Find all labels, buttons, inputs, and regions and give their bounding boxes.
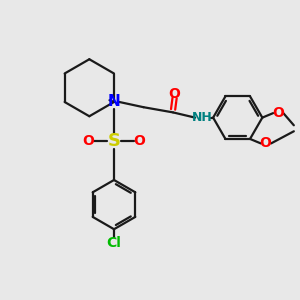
Text: S: S	[107, 132, 121, 150]
Text: Cl: Cl	[106, 236, 122, 250]
Text: O: O	[134, 134, 146, 148]
Text: NH: NH	[192, 111, 213, 124]
Text: N: N	[108, 94, 120, 110]
Text: O: O	[272, 106, 284, 120]
Text: O: O	[169, 87, 181, 101]
Text: O: O	[82, 134, 94, 148]
Text: O: O	[260, 136, 272, 150]
